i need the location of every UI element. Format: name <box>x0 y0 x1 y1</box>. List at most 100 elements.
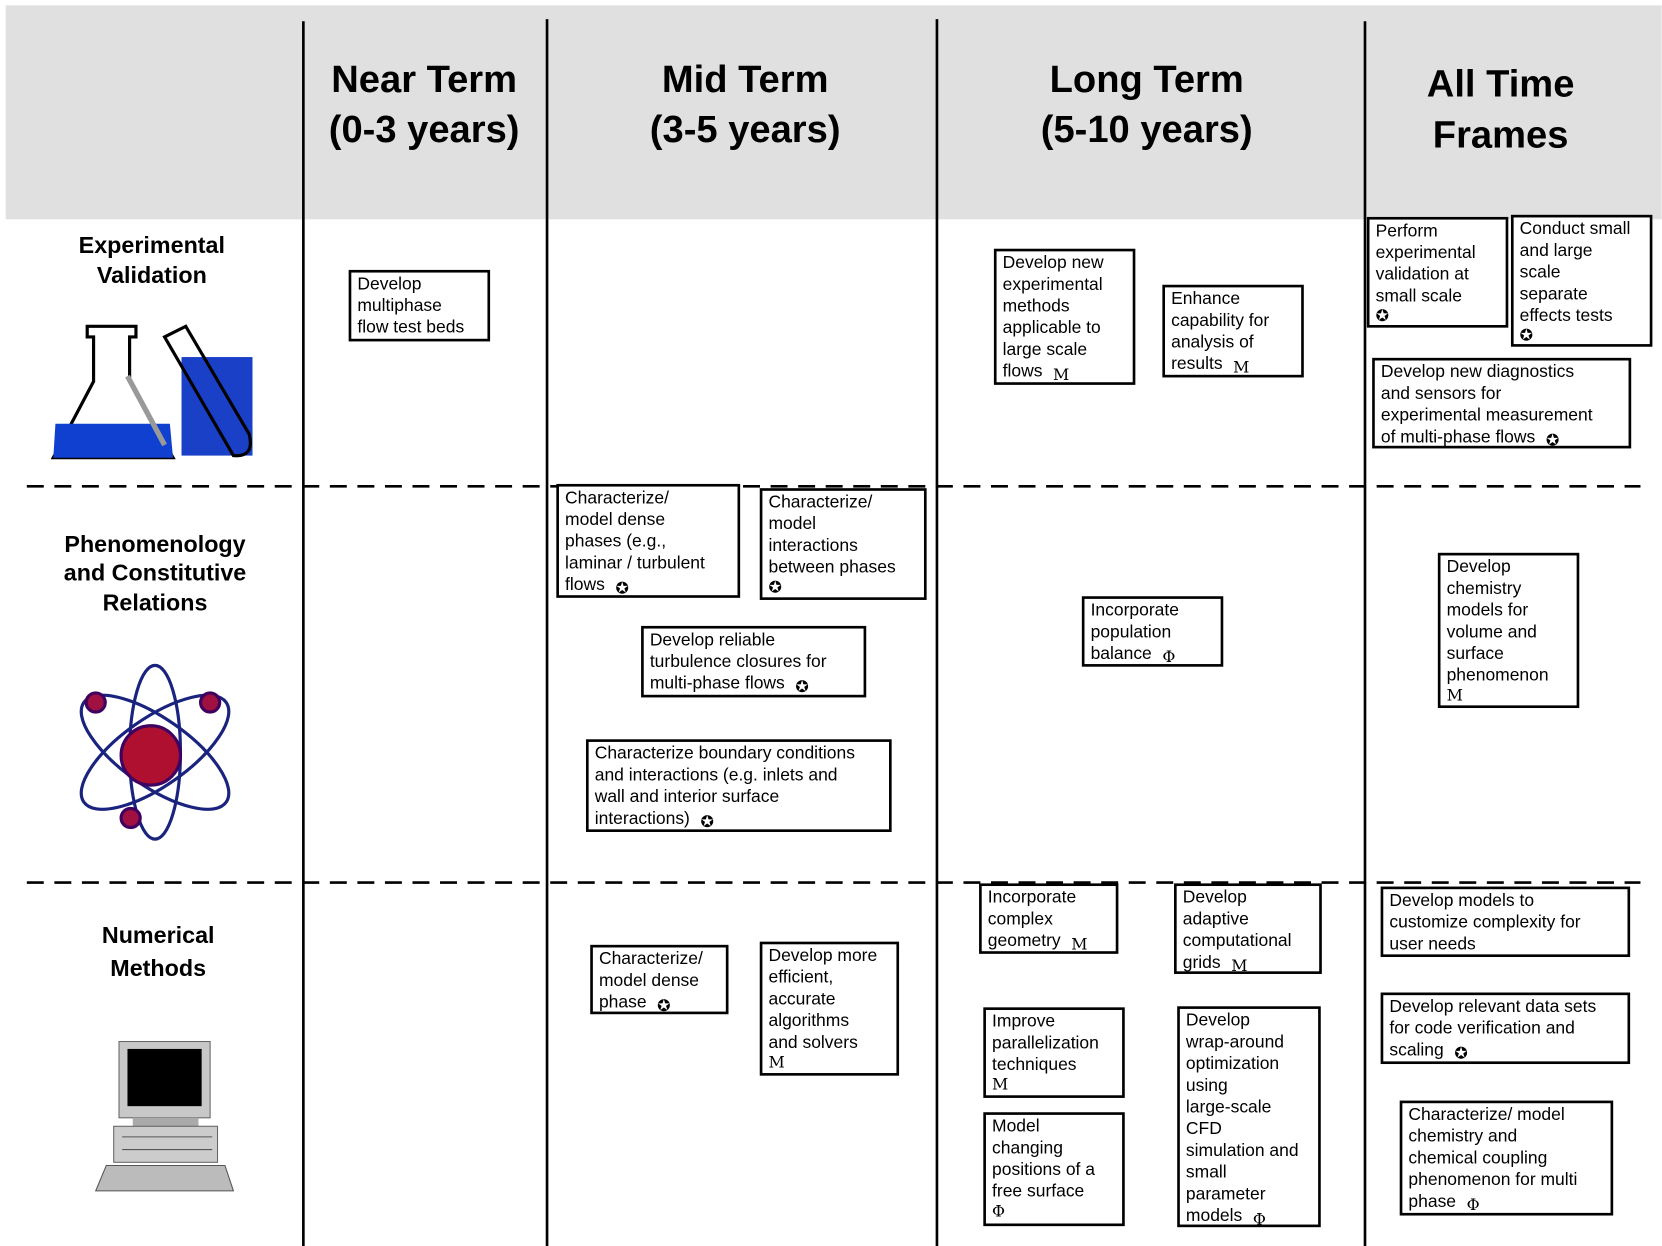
box-border <box>1380 992 1631 1065</box>
box-text: balance <box>1091 643 1152 663</box>
box-text: grids <box>1183 952 1221 972</box>
box-text: phase <box>1408 1191 1456 1211</box>
row-label: Experimental <box>79 232 225 258</box>
row-label: Relations <box>103 589 208 615</box>
row-dividers <box>26 484 1641 884</box>
box-text: for code verification and <box>1389 1018 1574 1038</box>
box-marker: M <box>1447 685 1463 704</box>
box-text: Characterize boundary conditions <box>595 743 856 763</box>
box-text: results <box>1171 353 1223 373</box>
row-label: and Constitutive <box>64 560 247 586</box>
box-text: Improve <box>992 1011 1055 1031</box>
box-marker: ✪ <box>1454 1043 1467 1062</box>
box-text: small scale <box>1376 285 1462 305</box>
header-band <box>5 5 1662 220</box>
box-text: small <box>1186 1162 1227 1182</box>
box-text: multi-phase flows <box>650 673 785 693</box>
box-text: flow test beds <box>357 317 464 337</box>
box-text: simulation and <box>1186 1140 1299 1160</box>
box-text: validation at <box>1376 264 1469 284</box>
box-text: turbulence closures for <box>650 651 827 671</box>
box-text: phases (e.g., <box>565 531 666 551</box>
box-text: Characterize/ <box>565 487 669 507</box>
box-marker: Φ <box>1467 1195 1480 1214</box>
box-text: using <box>1186 1075 1228 1095</box>
box-text: separate <box>1520 283 1588 303</box>
box-marker: M <box>1231 956 1247 975</box>
box-text: changing <box>992 1137 1063 1157</box>
box-text: positions of a <box>992 1159 1095 1179</box>
box-text: phase <box>599 992 647 1012</box>
box-text: computational <box>1183 930 1292 950</box>
box-text: adaptive <box>1183 908 1249 928</box>
box-marker: M <box>1071 934 1087 953</box>
box-text: user needs <box>1389 933 1476 953</box>
box-text: and interactions (e.g. inlets and <box>595 764 838 784</box>
box-border <box>1081 596 1224 667</box>
column-lines <box>302 19 1367 1246</box>
box-marker: ✪ <box>1376 306 1389 325</box>
column-header: Frames <box>1433 113 1569 156</box>
box-marker: Φ <box>992 1201 1005 1220</box>
box-marker: ✪ <box>700 812 713 831</box>
box-text: large-scale <box>1186 1097 1271 1117</box>
row-label: Methods <box>110 955 206 981</box>
box-text: experimental <box>1003 274 1103 294</box>
box-text: CFD <box>1186 1118 1222 1138</box>
box-text: applicable to <box>1003 317 1101 337</box>
row-label: Phenomenology <box>64 531 245 557</box>
box-text: algorithms <box>768 1010 849 1030</box>
box-text: free surface <box>992 1181 1084 1201</box>
box-text: and large <box>1520 240 1593 260</box>
box-text: Develop <box>1447 556 1511 576</box>
box-text: wrap-around <box>1185 1031 1284 1051</box>
column-header: (0-3 years) <box>329 108 520 151</box>
box-marker: ✪ <box>657 996 670 1015</box>
box-border <box>585 739 892 832</box>
box-text: and sensors for <box>1381 383 1502 403</box>
box-text: of multi-phase flows <box>1381 426 1536 446</box>
box-text: Develop relevant data sets <box>1389 996 1596 1016</box>
box-text: Develop models to <box>1389 890 1534 910</box>
box-border <box>759 488 927 600</box>
box-text: capability for <box>1171 310 1269 330</box>
box-border <box>759 941 900 1076</box>
box-text: models <box>1186 1205 1243 1225</box>
box-text: analysis of <box>1171 332 1254 352</box>
box-text: Develop reliable <box>650 629 775 649</box>
column-header: All Time <box>1427 62 1575 105</box>
box-text: complex <box>988 908 1053 928</box>
box-text: population <box>1091 621 1172 641</box>
column-header: (3-5 years) <box>650 108 841 151</box>
box-border <box>1174 883 1322 974</box>
box-text: Model <box>992 1116 1040 1136</box>
box-text: model dense <box>599 970 699 990</box>
box-border <box>983 1007 1125 1098</box>
box-marker: Φ <box>1253 1209 1266 1228</box>
task-box: Develop moreefficient,accuratealgorithms… <box>759 941 900 1076</box>
box-marker: M <box>768 1052 784 1071</box>
box-text: interactions) <box>595 808 690 828</box>
box-text: Conduct small <box>1520 218 1631 238</box>
box-text: model dense <box>565 509 665 529</box>
box-text: chemistry <box>1447 578 1522 598</box>
box-marker: ✪ <box>1546 431 1559 450</box>
atom-icon <box>79 663 231 841</box>
box-text: techniques <box>992 1054 1077 1074</box>
box-border <box>983 1112 1125 1227</box>
row-label: Validation <box>97 262 207 288</box>
lab-icon <box>50 324 253 460</box>
box-text: experimental <box>1376 242 1476 262</box>
box-border <box>641 625 867 698</box>
box-text: optimization <box>1186 1053 1279 1073</box>
column-header: Long Term <box>1050 58 1244 101</box>
box-text: Incorporate <box>1091 600 1179 620</box>
